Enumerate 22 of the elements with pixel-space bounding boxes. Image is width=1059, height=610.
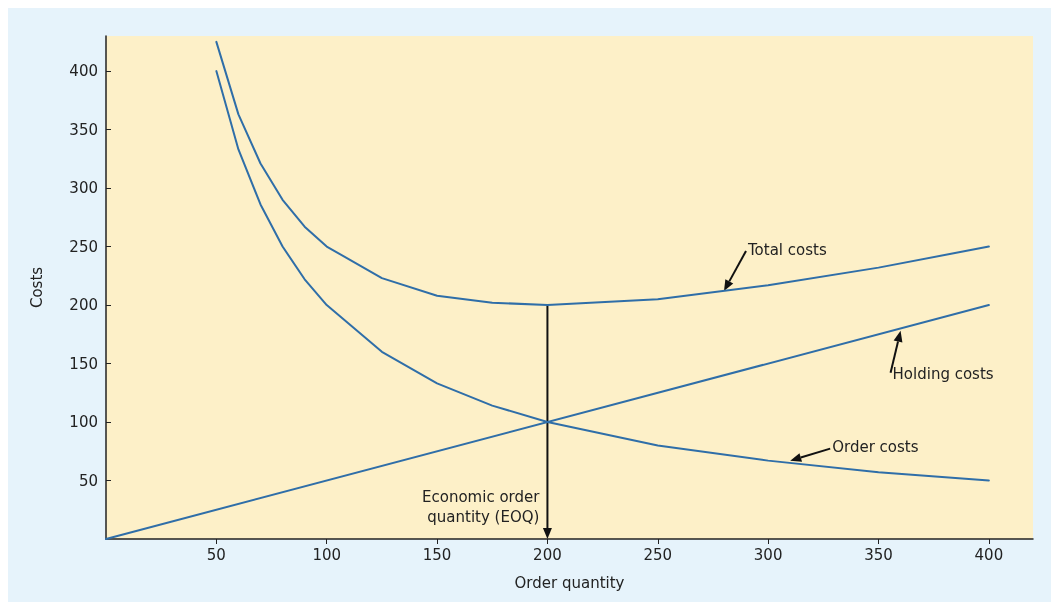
annotation: Total costs (747, 240, 827, 259)
x-axis-title: Order quantity (514, 573, 625, 592)
x-tick-label: 350 (864, 545, 893, 564)
x-tick-label: 200 (533, 545, 562, 564)
y-axis-title: Costs (27, 266, 46, 309)
y-tick-label: 200 (69, 296, 98, 315)
x-tick-label: 150 (422, 545, 452, 564)
y-tick-label: 400 (69, 62, 98, 81)
x-tick-label: 100 (312, 545, 342, 564)
annotation: Economic order quantity (EOQ) (422, 488, 541, 526)
x-tick-label: 300 (753, 545, 783, 564)
y-tick-label: 300 (69, 179, 98, 198)
y-tick-label: 100 (69, 413, 98, 432)
annotation: Order costs (832, 438, 919, 457)
y-tick-label: 250 (69, 237, 98, 256)
y-tick-label: 150 (69, 354, 98, 373)
x-tick-label: 250 (643, 545, 673, 564)
x-tick-label: 50 (206, 545, 226, 564)
x-tick-label: 400 (974, 545, 1004, 564)
y-tick-label: 50 (78, 471, 98, 490)
y-tick-label: 350 (69, 120, 98, 139)
annotation: Holding costs (892, 365, 994, 384)
